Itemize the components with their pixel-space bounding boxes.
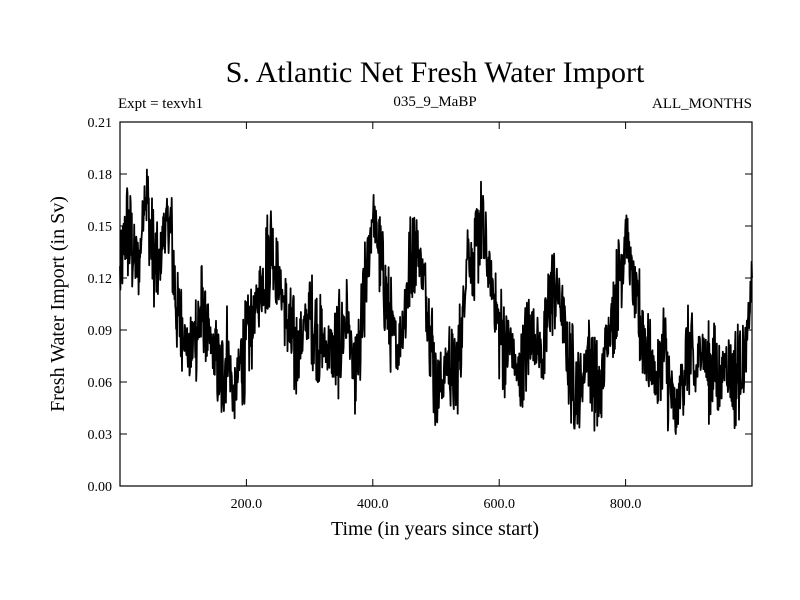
y-tick-label: 0.03 bbox=[88, 428, 113, 443]
y-tick-label: 0.21 bbox=[88, 116, 113, 131]
x-tick-label: 800.0 bbox=[610, 497, 642, 512]
y-tick-label: 0.12 bbox=[88, 272, 113, 287]
subtitle-months: ALL_MONTHS bbox=[652, 96, 752, 112]
series-line bbox=[119, 168, 753, 435]
subtitle-experiment: Expt = texvh1 bbox=[118, 96, 203, 112]
y-tick-label: 0.06 bbox=[88, 376, 113, 391]
plot-frame bbox=[119, 121, 753, 487]
y-tick-label: 0.09 bbox=[88, 324, 113, 339]
subtitle-period: 035_9_MaBP bbox=[393, 94, 476, 110]
y-axis-label: Fresh Water Import (in Sv) bbox=[47, 196, 69, 412]
y-tick-label: 0.15 bbox=[88, 220, 113, 235]
x-tick-label: 600.0 bbox=[483, 497, 515, 512]
x-axis-label: Time (in years since start) bbox=[331, 518, 539, 540]
y-tick-label: 0.18 bbox=[88, 168, 113, 183]
y-tick-label: 0.00 bbox=[88, 480, 113, 495]
y-axis-ticks: 0.00 0.03 0.06 0.09 0.12 0.15 0.18 0.21 bbox=[88, 116, 752, 495]
x-tick-label: 200.0 bbox=[231, 497, 263, 512]
chart-title: S. Atlantic Net Fresh Water Import bbox=[226, 56, 645, 89]
x-tick-label: 400.0 bbox=[357, 497, 389, 512]
x-axis-ticks: 200.0 400.0 600.0 800.0 bbox=[231, 122, 642, 512]
